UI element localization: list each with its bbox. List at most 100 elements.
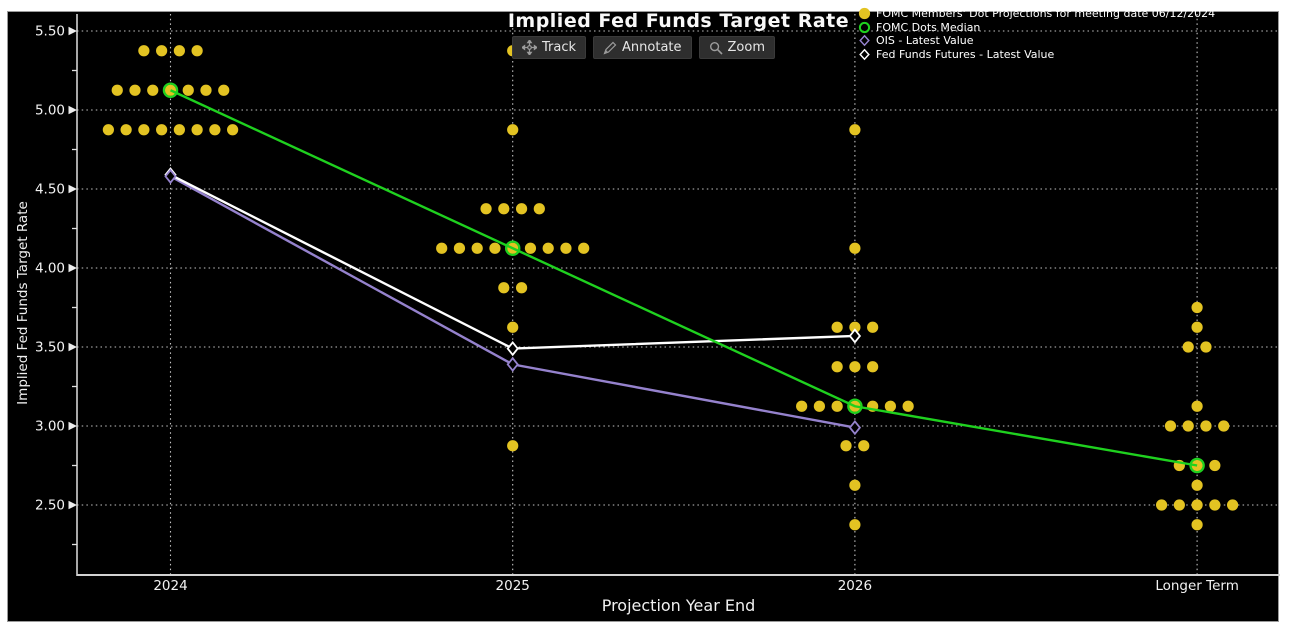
legend-label: FOMC Dots Median bbox=[876, 20, 981, 34]
track-button-label: Track bbox=[542, 40, 577, 55]
fomc-dot bbox=[209, 124, 221, 136]
fomc-dot bbox=[1156, 499, 1168, 511]
median-marker bbox=[1189, 457, 1205, 474]
x-axis-title: Projection Year End bbox=[601, 596, 756, 615]
y-major-tick bbox=[68, 500, 77, 510]
fomc-dot bbox=[831, 400, 843, 412]
fomc-dot bbox=[120, 124, 132, 136]
fomc-dot bbox=[507, 440, 519, 452]
fomc-dot bbox=[1218, 420, 1230, 432]
fomc-dot bbox=[138, 45, 150, 57]
fomc-dot bbox=[1209, 459, 1221, 472]
y-tick-label: 4.50 bbox=[35, 182, 65, 198]
legend-label: FOMC Members' Dot Projections for meetin… bbox=[876, 7, 1216, 21]
fomc-dot bbox=[884, 400, 897, 412]
zoom-button-label: Zoom bbox=[727, 40, 765, 55]
fomc-dot bbox=[129, 84, 141, 96]
legend-item-ois[interactable]: OIS - Latest Value bbox=[858, 34, 1215, 48]
fomc-dot bbox=[111, 84, 123, 96]
fomc-dot bbox=[218, 84, 230, 96]
median-line bbox=[169, 89, 1198, 467]
yellow-dot-icon bbox=[858, 8, 871, 20]
median-marker bbox=[847, 398, 863, 414]
median-marker bbox=[504, 240, 521, 256]
zoom-magnifier-icon bbox=[709, 41, 723, 55]
fomc-dot bbox=[191, 124, 203, 136]
fomc-dot bbox=[453, 242, 466, 254]
fomc-dot bbox=[173, 124, 185, 136]
y-major-tick bbox=[68, 26, 77, 36]
median-marker bbox=[162, 82, 179, 99]
legend-item-fomc-median[interactable]: FOMC Dots Median bbox=[858, 21, 1215, 35]
purple-diamond-icon bbox=[859, 34, 870, 47]
fomc-dot bbox=[1191, 400, 1203, 412]
futures-marker bbox=[506, 340, 519, 357]
fomc-dot bbox=[1209, 499, 1221, 511]
chart-toolbar: Track Annotate Zoom bbox=[512, 36, 775, 59]
y-tick-label: 4.00 bbox=[35, 261, 65, 277]
track-button[interactable]: Track bbox=[512, 36, 587, 59]
green-open-circle-icon bbox=[858, 21, 871, 33]
y-major-tick bbox=[68, 342, 77, 352]
fomc-dot bbox=[489, 242, 501, 254]
y-major-tick bbox=[68, 105, 77, 115]
fomc-dot bbox=[498, 282, 510, 294]
fomc-dot bbox=[560, 242, 572, 254]
fomc-dot bbox=[173, 45, 185, 57]
fomc-dot bbox=[471, 242, 483, 254]
y-tick-label: 3.00 bbox=[35, 419, 65, 435]
y-major-tick bbox=[68, 184, 77, 194]
fomc-dot bbox=[840, 440, 852, 452]
legend-label: Fed Funds Futures - Latest Value bbox=[876, 47, 1055, 61]
track-crosshair-icon bbox=[522, 40, 537, 55]
fomc-dot bbox=[849, 242, 861, 254]
fomc-dot bbox=[515, 282, 528, 294]
fomc-dot bbox=[507, 124, 519, 136]
x-category-label: 2025 bbox=[496, 578, 530, 594]
zoom-button[interactable]: Zoom bbox=[698, 36, 775, 59]
y-tick-label: 2.50 bbox=[35, 498, 65, 514]
annotate-button[interactable]: Annotate bbox=[593, 36, 692, 59]
fomc-dot bbox=[102, 124, 114, 136]
x-category-label: 2026 bbox=[838, 578, 872, 594]
fomc-dot bbox=[1191, 301, 1203, 314]
fomc-dot bbox=[831, 321, 843, 333]
fomc-dot bbox=[1191, 519, 1203, 531]
fomc-dot bbox=[1200, 341, 1212, 353]
fomc-dot bbox=[498, 203, 510, 215]
fomc-dot bbox=[813, 400, 826, 412]
fomc-dot bbox=[796, 400, 808, 412]
fomc-dot bbox=[902, 400, 914, 412]
fomc-dot bbox=[831, 361, 843, 373]
fomc-dot bbox=[227, 124, 239, 136]
fomc-dot bbox=[1164, 420, 1177, 432]
fomc-dot bbox=[156, 45, 168, 57]
fomc-dot bbox=[1191, 321, 1203, 333]
fomc-dot bbox=[507, 321, 519, 333]
ois-marker bbox=[506, 356, 519, 373]
legend-label: OIS - Latest Value bbox=[876, 34, 974, 48]
fomc-dot bbox=[867, 321, 879, 333]
legend-item-dot-projections[interactable]: FOMC Members' Dot Projections for meetin… bbox=[858, 7, 1215, 21]
y-tick-label: 5.00 bbox=[35, 103, 65, 119]
fomc-dot bbox=[849, 519, 861, 531]
fomc-dot bbox=[515, 203, 528, 215]
annotate-button-label: Annotate bbox=[622, 40, 682, 55]
fomc-dot bbox=[191, 45, 203, 57]
fomc-dot bbox=[1200, 420, 1212, 432]
chart-legend: FOMC Members' Dot Projections for meetin… bbox=[858, 7, 1215, 61]
fomc-dot bbox=[147, 84, 159, 96]
white-diamond-icon bbox=[859, 48, 870, 61]
fomc-dot bbox=[156, 124, 168, 136]
fomc-dot bbox=[578, 242, 590, 254]
legend-item-fed-funds-futures[interactable]: Fed Funds Futures - Latest Value bbox=[858, 48, 1215, 62]
x-category-label: Longer Term bbox=[1155, 578, 1239, 594]
fomc-dot bbox=[533, 203, 545, 215]
fomc-dot bbox=[849, 361, 861, 373]
ois-marker bbox=[164, 168, 177, 184]
y-tick-label: 3.50 bbox=[35, 340, 65, 356]
fomc-dot bbox=[524, 242, 537, 254]
fomc-dot bbox=[542, 242, 554, 254]
y-tick-label: 5.50 bbox=[35, 24, 65, 40]
